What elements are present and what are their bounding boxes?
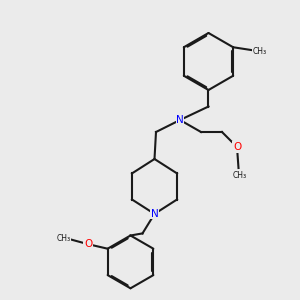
Text: N: N	[151, 209, 158, 219]
Text: CH₃: CH₃	[56, 234, 70, 243]
Text: CH₃: CH₃	[252, 47, 266, 56]
Text: O: O	[84, 239, 92, 249]
Text: O: O	[233, 142, 241, 152]
Text: CH₃: CH₃	[233, 171, 247, 180]
Text: N: N	[176, 115, 184, 125]
